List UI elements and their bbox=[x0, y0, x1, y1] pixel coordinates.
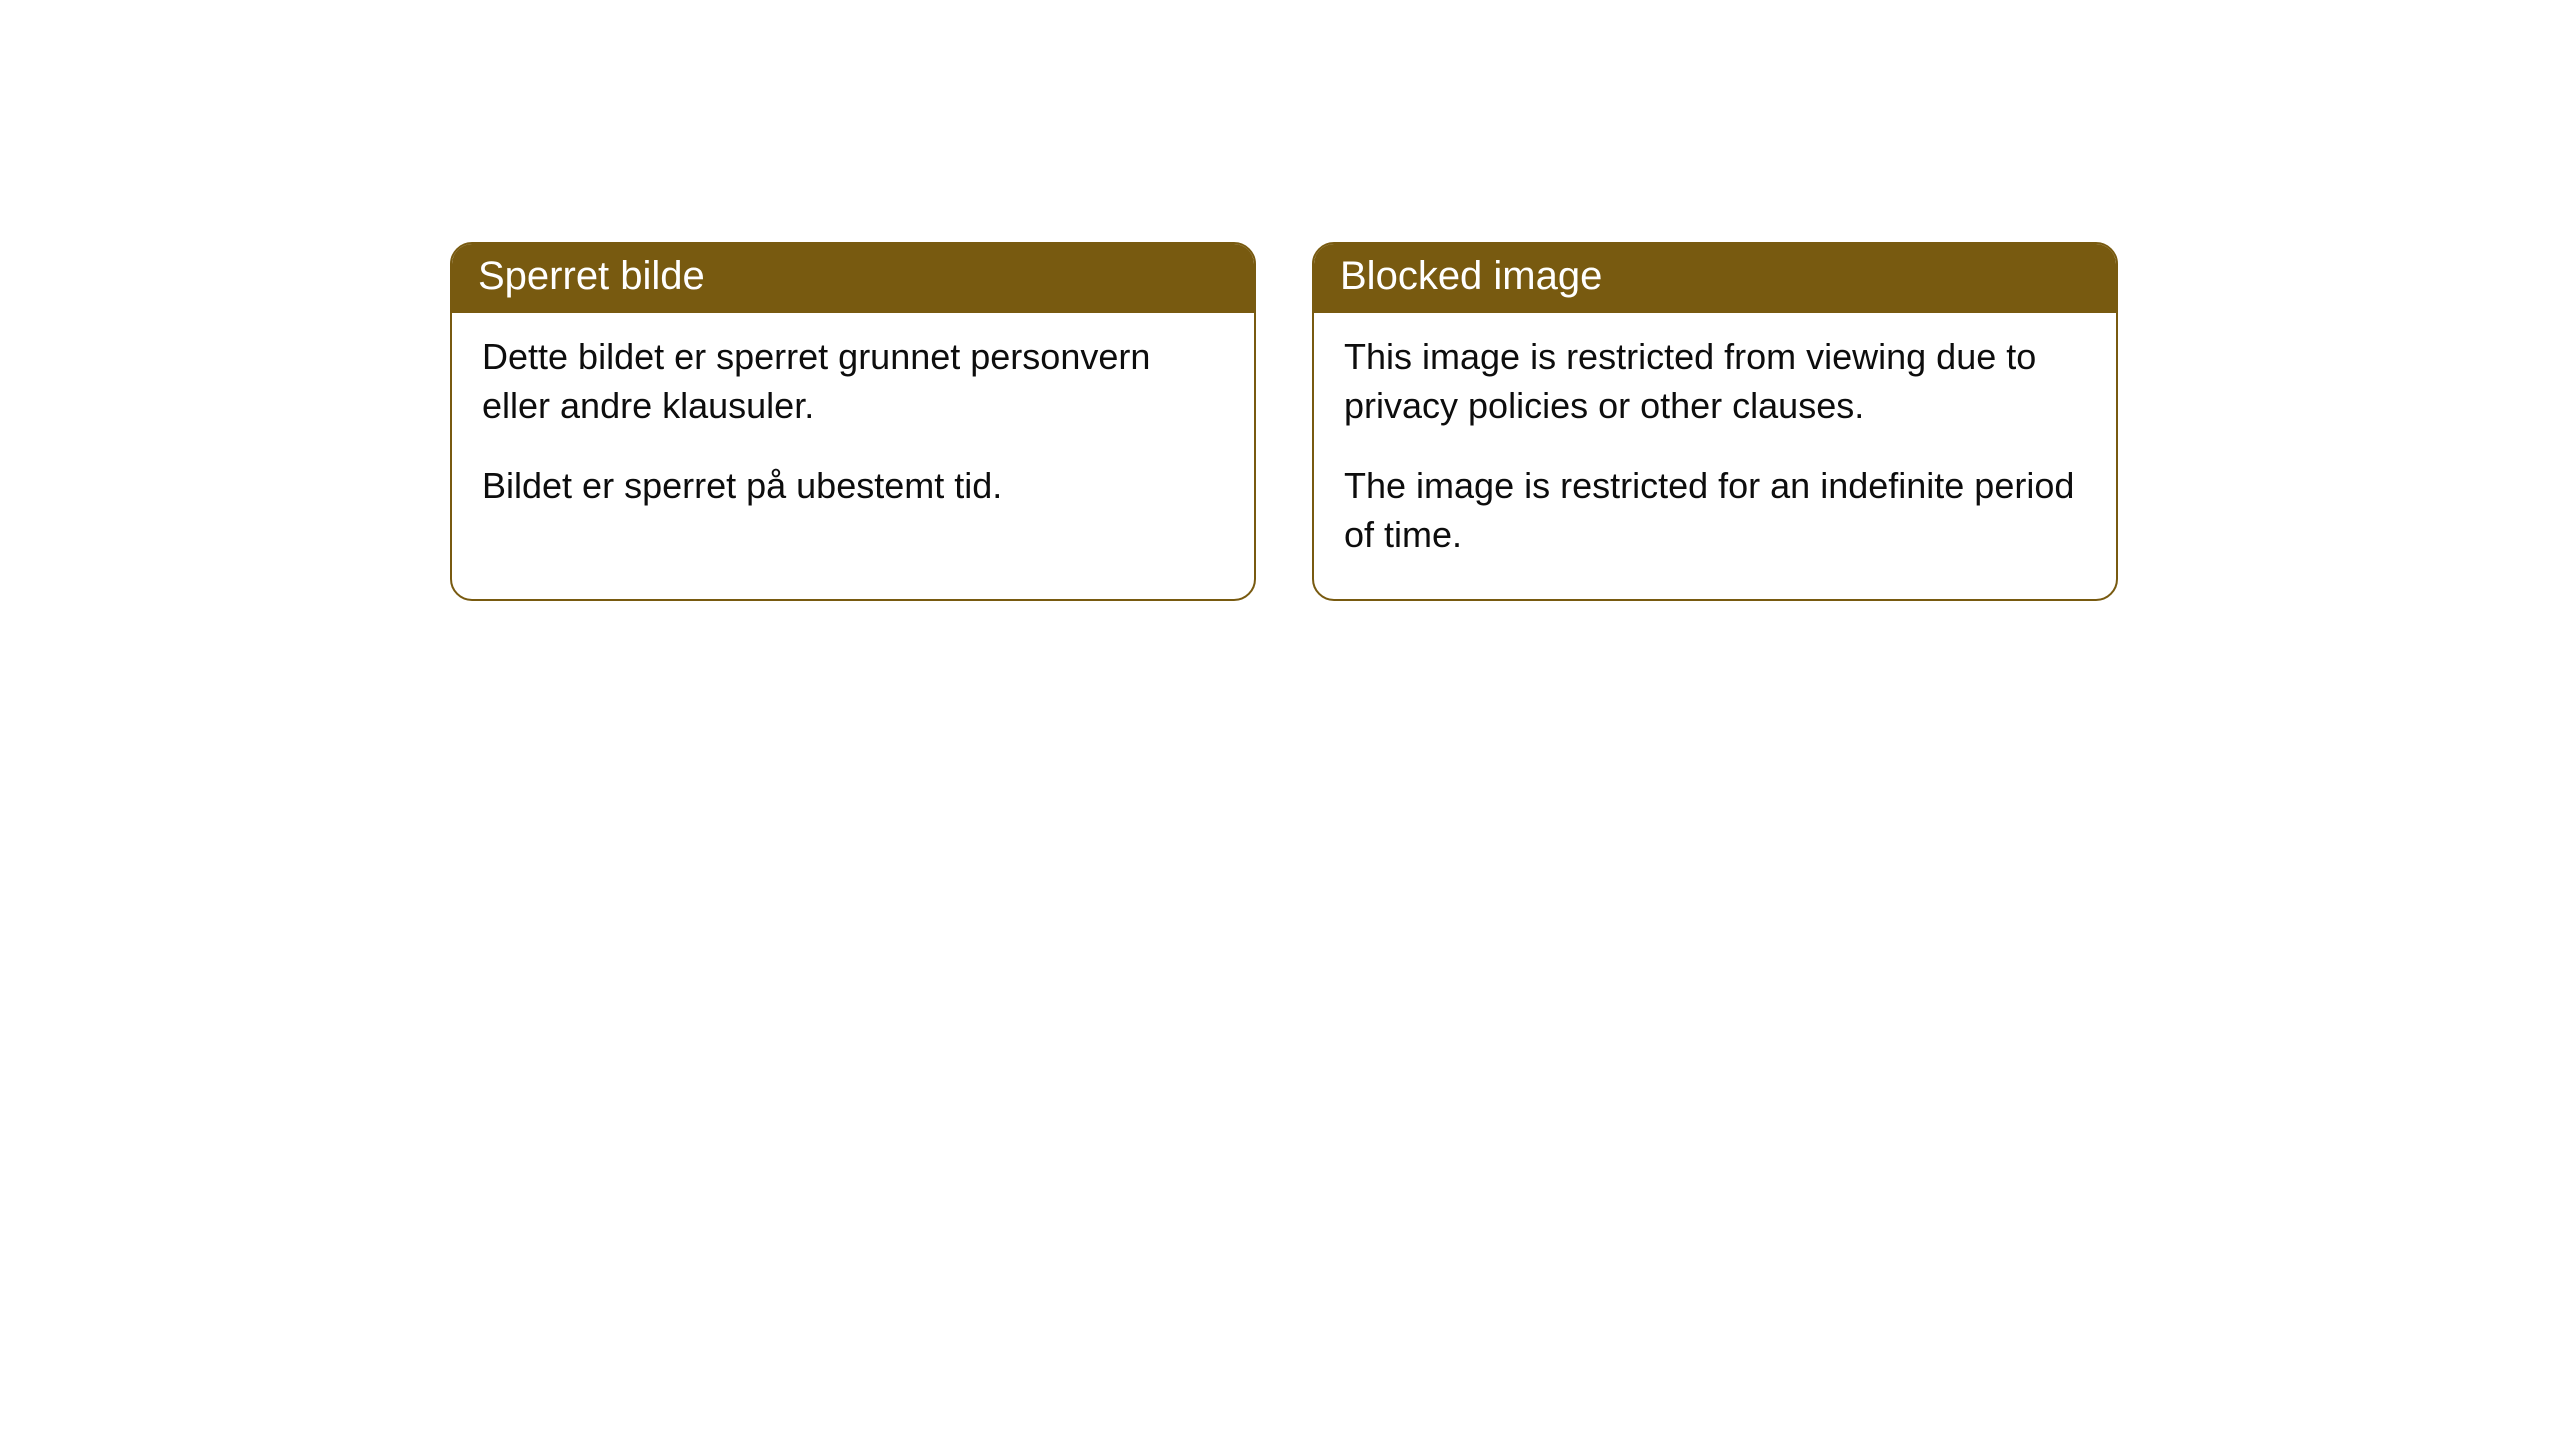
card-body: Dette bildet er sperret grunnet personve… bbox=[452, 313, 1254, 551]
card-paragraph: Bildet er sperret på ubestemt tid. bbox=[482, 462, 1224, 511]
card-paragraph: Dette bildet er sperret grunnet personve… bbox=[482, 333, 1224, 430]
card-body: This image is restricted from viewing du… bbox=[1314, 313, 2116, 599]
blocked-image-card-english: Blocked image This image is restricted f… bbox=[1312, 242, 2118, 601]
card-paragraph: The image is restricted for an indefinit… bbox=[1344, 462, 2086, 559]
card-title: Sperret bilde bbox=[452, 244, 1254, 313]
blocked-image-card-norwegian: Sperret bilde Dette bildet er sperret gr… bbox=[450, 242, 1256, 601]
card-paragraph: This image is restricted from viewing du… bbox=[1344, 333, 2086, 430]
notice-container: Sperret bilde Dette bildet er sperret gr… bbox=[0, 0, 2560, 601]
card-title: Blocked image bbox=[1314, 244, 2116, 313]
